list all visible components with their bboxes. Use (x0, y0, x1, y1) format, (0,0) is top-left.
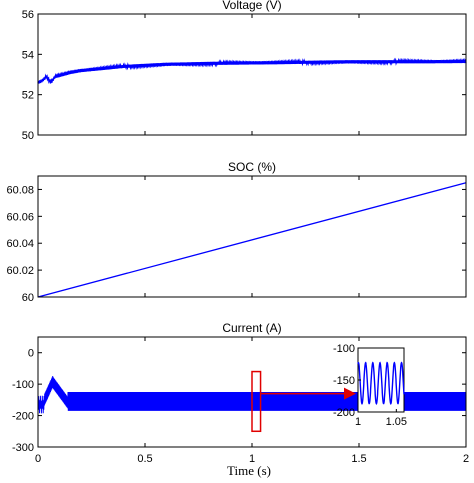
panel-frame-1 (37, 13, 467, 136)
y-tick-label: 50 (22, 130, 34, 142)
y-tick-label: 60.08 (6, 184, 34, 196)
panel-title-1: Voltage (V) (222, 0, 281, 12)
panel-frame-3 (37, 336, 467, 448)
zoom-arrow-head (344, 387, 356, 400)
y-tick-label: -100 (12, 379, 34, 391)
inset-y-tick-label: -200 (333, 407, 355, 419)
y-tick-label: 60.04 (6, 238, 34, 250)
y-tick-label: 60.06 (6, 211, 34, 223)
x-tick-label: 1 (249, 453, 255, 465)
inset-y-tick-label: -100 (333, 343, 355, 355)
inset-y-tick-label: -150 (333, 375, 355, 387)
x-tick-label: 1.5 (351, 453, 366, 465)
y-tick-label: 60 (22, 292, 34, 304)
soc-series-line (37, 182, 467, 298)
panel-title-3: Current (A) (222, 321, 281, 335)
panel-title-2: SOC (%) (228, 160, 276, 174)
x-tick-label: 2 (463, 453, 469, 465)
inset-series-line (357, 361, 405, 405)
inset-x-tick-label: 1.05 (386, 416, 407, 428)
panel-frame-2 (37, 175, 467, 298)
y-tick-label: 52 (22, 90, 34, 102)
y-tick-label: 54 (22, 49, 34, 61)
y-tick-label: 0 (28, 348, 34, 360)
inset-x-tick-label: 1 (355, 416, 361, 428)
x-tick-label: 0 (35, 453, 41, 465)
x-axis-label: Time (s) (227, 463, 271, 478)
y-tick-label: 56 (22, 9, 34, 21)
zoom-highlight-box (251, 370, 262, 433)
y-tick-label: 60.02 (6, 265, 34, 277)
x-tick-label: 0.5 (137, 453, 152, 465)
y-tick-label: -200 (12, 411, 34, 423)
voltage-series-line (37, 57, 467, 84)
y-tick-label: -300 (12, 442, 34, 454)
